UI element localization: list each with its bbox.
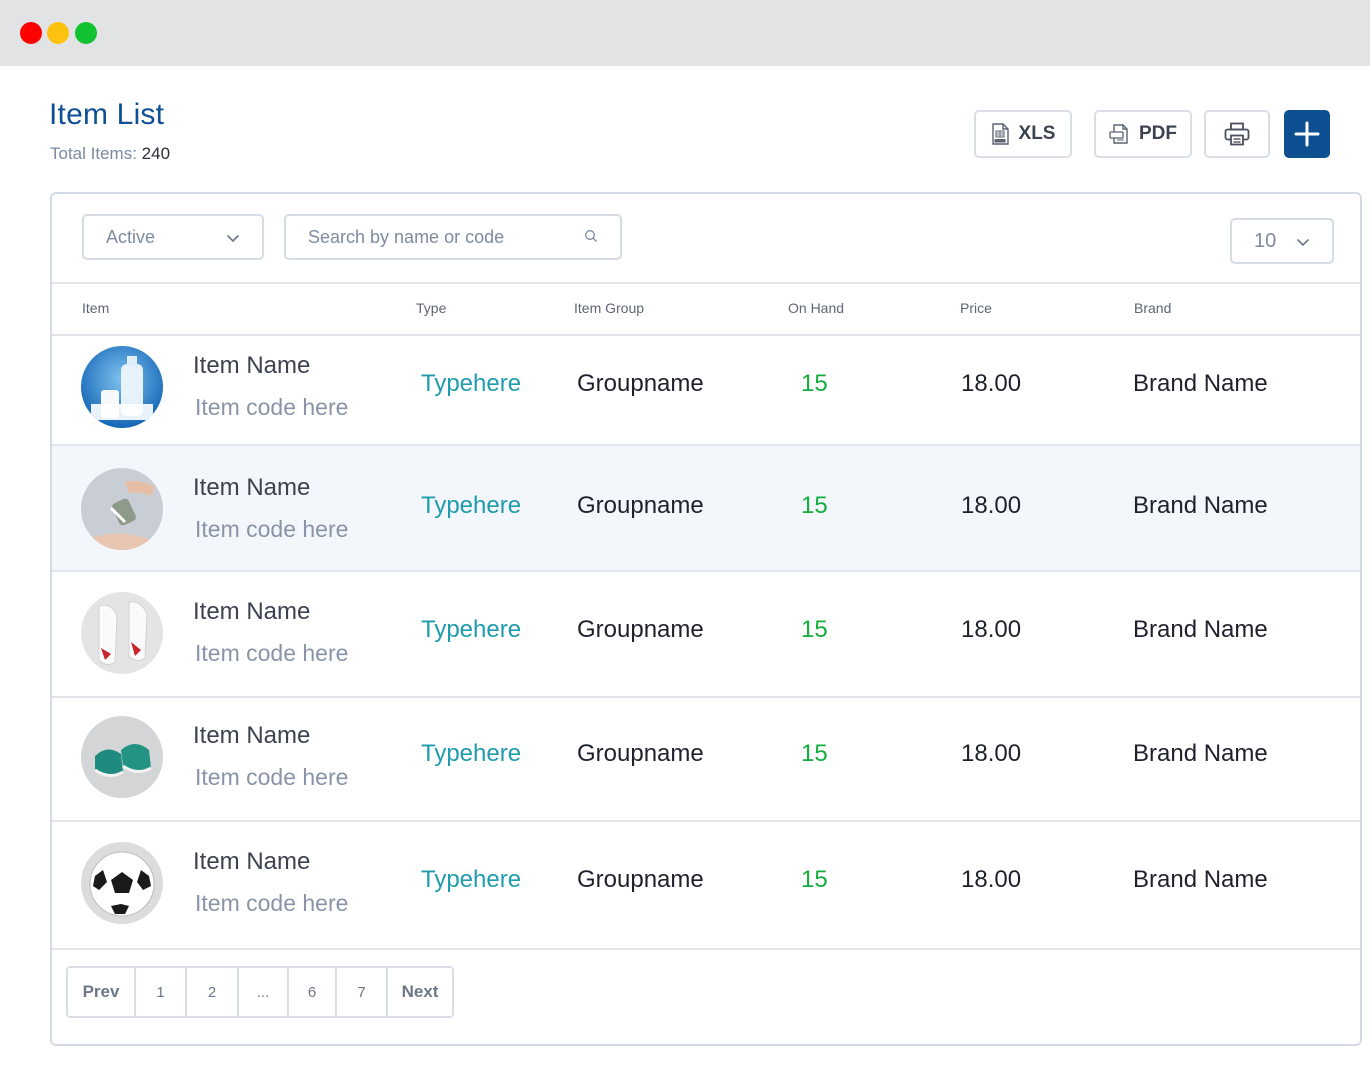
- table-row[interactable]: Item Name Item code here Typehere Groupn…: [52, 824, 1360, 950]
- item-brand: Brand Name: [1133, 616, 1268, 643]
- item-on-hand: 15: [801, 740, 828, 767]
- xls-file-icon: [991, 123, 1009, 145]
- export-xls-label: XLS: [1018, 123, 1056, 144]
- item-type: Typehere: [421, 616, 522, 643]
- page-title: Item List: [49, 98, 165, 131]
- item-code: Item code here: [195, 890, 349, 916]
- item-name[interactable]: Item Name: [193, 352, 311, 379]
- item-on-hand: 15: [801, 492, 828, 519]
- column-header-item-group[interactable]: Item Group: [574, 300, 645, 316]
- total-items-label: Total Items:: [50, 144, 137, 163]
- hand-sanitizer-image: [81, 468, 163, 550]
- item-type: Typehere: [421, 492, 522, 519]
- total-items-count: 240: [141, 144, 171, 163]
- column-header-brand[interactable]: Brand: [1134, 300, 1172, 316]
- item-group: Groupname: [577, 740, 704, 767]
- item-code: Item code here: [195, 764, 349, 790]
- close-window-button[interactable]: [20, 22, 42, 44]
- item-name[interactable]: Item Name: [193, 722, 311, 749]
- divider: [52, 282, 1360, 284]
- page-size-value: 10: [1254, 229, 1277, 252]
- plus-icon: [1294, 121, 1320, 147]
- page-size-select[interactable]: 10: [1230, 218, 1334, 264]
- pagination-page-6[interactable]: 6: [289, 968, 337, 1016]
- search-input[interactable]: Search by name or code: [284, 214, 622, 260]
- search-icon: [584, 227, 598, 248]
- item-brand: Brand Name: [1133, 370, 1268, 397]
- item-code: Item code here: [195, 394, 349, 420]
- chevron-down-icon: [226, 227, 240, 248]
- item-group: Groupname: [577, 370, 704, 397]
- item-name[interactable]: Item Name: [193, 598, 311, 625]
- item-brand: Brand Name: [1133, 740, 1268, 767]
- table-row[interactable]: Item Name Item code here Typehere Groupn…: [52, 572, 1360, 698]
- item-name[interactable]: Item Name: [193, 848, 311, 875]
- soccer-ball-image: [81, 842, 163, 924]
- table-row[interactable]: Item Name Item code here Typehere Groupn…: [52, 334, 1360, 446]
- item-group: Groupname: [577, 866, 704, 893]
- export-xls-button[interactable]: XLS: [974, 110, 1072, 158]
- item-price: 18.00: [961, 740, 1022, 767]
- maximize-window-button[interactable]: [75, 22, 97, 44]
- item-price: 18.00: [961, 370, 1022, 397]
- item-type: Typehere: [421, 370, 522, 397]
- pagination-page-7[interactable]: 7: [337, 968, 388, 1016]
- chevron-down-icon: [1296, 230, 1310, 253]
- item-type: Typehere: [421, 866, 522, 893]
- column-header-price[interactable]: Price: [960, 300, 992, 316]
- item-list-card: Active Search by name or code 10 Item Ty…: [50, 192, 1362, 1046]
- item-name[interactable]: Item Name: [193, 474, 311, 501]
- minimize-window-button[interactable]: [47, 22, 69, 44]
- item-price: 18.00: [961, 866, 1022, 893]
- export-pdf-label: PDF: [1139, 123, 1177, 144]
- pdf-file-icon: [1109, 124, 1129, 144]
- item-on-hand: 15: [801, 616, 828, 643]
- export-pdf-button[interactable]: PDF: [1094, 110, 1192, 158]
- item-brand: Brand Name: [1133, 492, 1268, 519]
- column-header-type[interactable]: Type: [416, 300, 447, 316]
- search-placeholder: Search by name or code: [308, 226, 505, 247]
- table-row[interactable]: Item Name Item code here Typehere Groupn…: [52, 698, 1360, 822]
- item-group: Groupname: [577, 616, 704, 643]
- milk-bottle-image: [81, 346, 163, 428]
- table-row[interactable]: Item Name Item code here Typehere Groupn…: [52, 446, 1360, 572]
- pagination-page-2[interactable]: 2: [187, 968, 239, 1016]
- white-sneakers-image: [81, 592, 163, 674]
- column-header-on-hand[interactable]: On Hand: [788, 300, 845, 316]
- item-code: Item code here: [195, 516, 349, 542]
- item-price: 18.00: [961, 616, 1022, 643]
- item-on-hand: 15: [801, 866, 828, 893]
- item-code: Item code here: [195, 640, 349, 666]
- status-filter-value: Active: [106, 226, 156, 247]
- printer-icon: [1224, 122, 1250, 146]
- pagination-prev-button[interactable]: Prev: [68, 968, 136, 1016]
- pagination-ellipsis: ...: [239, 968, 289, 1016]
- item-brand: Brand Name: [1133, 866, 1268, 893]
- pagination: Prev 1 2 ... 6 7 Next: [66, 966, 454, 1018]
- item-group: Groupname: [577, 492, 704, 519]
- teal-sneakers-image: [81, 716, 163, 798]
- window-titlebar: [0, 0, 1370, 66]
- add-item-button[interactable]: [1284, 110, 1330, 158]
- item-price: 18.00: [961, 492, 1022, 519]
- item-on-hand: 15: [801, 370, 828, 397]
- pagination-page-1[interactable]: 1: [136, 968, 187, 1016]
- column-header-item[interactable]: Item: [82, 300, 110, 316]
- print-button[interactable]: [1204, 110, 1270, 158]
- status-filter-select[interactable]: Active: [82, 214, 264, 260]
- pagination-next-button[interactable]: Next: [401, 982, 439, 1001]
- total-items: Total Items: 240: [50, 144, 170, 164]
- item-type: Typehere: [421, 740, 522, 767]
